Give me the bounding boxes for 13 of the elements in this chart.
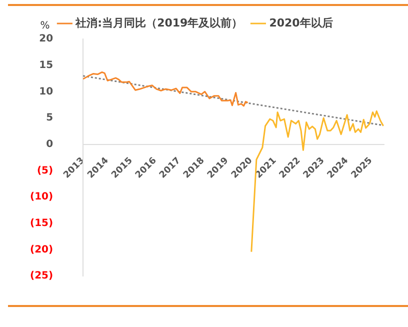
y-tick-label: 20 (39, 34, 54, 45)
y-tick-label: 5 (46, 112, 54, 124)
y-tick-label: (20) (30, 244, 54, 256)
y-tick-label: (15) (30, 218, 54, 229)
legend-label: 2020年以后 (269, 16, 333, 30)
y-tick-label: 10 (39, 86, 54, 98)
y-tick-label: 15 (39, 60, 54, 71)
y-tick-label: (25) (30, 270, 54, 282)
legend-label: 社消:当月同比（2019年及以前） (74, 16, 243, 30)
y-axis-title: % (40, 20, 50, 32)
y-tick-label: (10) (30, 192, 54, 203)
y-tick-label: 0 (46, 138, 54, 150)
y-tick-label: (5) (36, 165, 54, 176)
